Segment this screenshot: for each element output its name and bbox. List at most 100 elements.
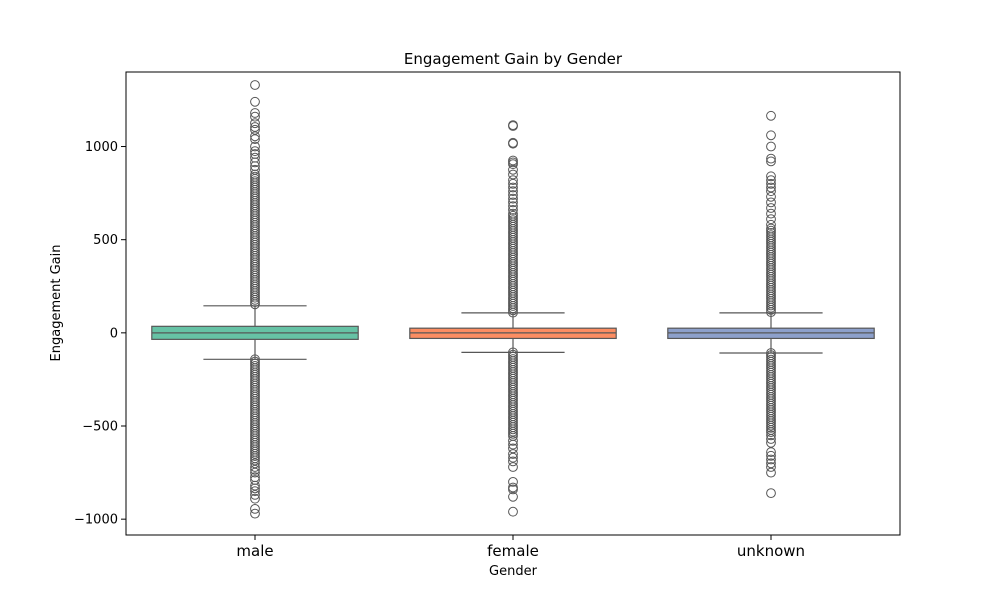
outlier-point <box>766 208 776 219</box>
outlier-point <box>508 428 518 439</box>
outlier-point <box>766 197 776 208</box>
y-axis-label: Engagement Gain <box>49 245 64 362</box>
outlier-point <box>250 493 260 504</box>
outlier-point <box>250 161 260 172</box>
outlier-point <box>766 467 776 478</box>
outlier-point <box>508 506 518 517</box>
outlier-point <box>766 110 776 121</box>
outlier-point <box>508 462 518 472</box>
plot-area <box>151 80 875 519</box>
outlier-point <box>508 164 518 175</box>
outlier-point <box>508 491 518 502</box>
outlier-point <box>250 122 260 132</box>
x-axis: male female unknown <box>236 535 805 560</box>
outlier-point <box>250 124 260 135</box>
outlier-point <box>766 458 776 469</box>
x-tick-label: female <box>487 542 539 560</box>
box-group-male <box>151 80 359 519</box>
outlier-point <box>250 295 260 305</box>
box-group-unknown <box>667 110 875 499</box>
outlier-point <box>250 111 260 122</box>
outlier-point <box>250 458 260 469</box>
outlier-point <box>766 156 776 167</box>
outlier-point <box>766 434 776 444</box>
outlier-point <box>250 118 260 129</box>
outlier-point <box>250 134 260 145</box>
outlier-point <box>250 292 260 303</box>
outlier-point <box>766 153 776 164</box>
outlier-point <box>766 447 776 458</box>
outlier-point <box>250 504 260 514</box>
outlier-point <box>508 477 518 487</box>
outlier-point <box>766 219 776 230</box>
outlier-point <box>766 300 776 311</box>
outlier-point <box>766 422 776 433</box>
y-tick-label: 0 <box>110 326 118 341</box>
outlier-point <box>250 146 260 157</box>
outlier-point <box>766 437 776 448</box>
y-axis: −1000 −500 0 500 1000 <box>74 140 126 528</box>
y-tick-label: −500 <box>82 420 118 435</box>
outlier-point <box>250 96 260 107</box>
outlier-point <box>766 214 776 225</box>
outlier-point <box>250 467 260 478</box>
chart-title: Engagement Gain by Gender <box>404 50 623 68</box>
plot-frame <box>125 71 901 536</box>
x-tick-label: male <box>236 542 273 560</box>
x-axis-label: Gender <box>489 564 538 579</box>
outlier-point <box>508 456 518 467</box>
outlier-point <box>766 178 776 189</box>
outlier-point <box>766 488 776 499</box>
outlier-point <box>508 159 518 170</box>
outlier-point <box>508 201 518 212</box>
outlier-point <box>250 451 260 462</box>
outlier-point <box>508 301 518 311</box>
outlier-point <box>508 197 518 208</box>
outlier-point <box>250 490 260 500</box>
outlier-point <box>250 486 260 497</box>
outlier-point <box>508 182 518 193</box>
outlier-point <box>250 141 260 152</box>
outlier-point <box>250 508 260 519</box>
outlier-point <box>250 80 260 90</box>
outlier-point <box>766 175 776 186</box>
outlier-point <box>766 427 776 438</box>
outlier-point <box>508 424 518 435</box>
outlier-point <box>250 108 260 118</box>
outlier-point <box>250 157 260 168</box>
outlier-point <box>508 121 518 131</box>
outlier-point <box>508 482 518 493</box>
outlier-point <box>508 436 518 446</box>
outlier-point <box>766 171 776 182</box>
outlier-point <box>766 462 776 472</box>
outlier-point <box>508 443 518 454</box>
outlier-point <box>508 484 518 495</box>
outlier-point <box>508 175 518 186</box>
outlier-point <box>250 164 260 175</box>
y-tick-label: −1000 <box>74 513 118 528</box>
outlier-point <box>766 141 776 152</box>
outlier-point <box>250 449 260 459</box>
outlier-point <box>250 462 260 472</box>
outlier-point <box>250 131 260 142</box>
outlier-point <box>508 439 518 450</box>
outlier-point <box>766 186 776 197</box>
x-tick-label: unknown <box>737 542 805 560</box>
outlier-point <box>250 483 260 494</box>
outlier-point <box>508 186 518 197</box>
outlier-point <box>766 454 776 465</box>
outlier-point <box>508 190 518 200</box>
outlier-point <box>250 464 260 475</box>
outlier-point <box>766 420 776 431</box>
y-tick-label: 500 <box>93 233 118 248</box>
outlier-point <box>766 203 776 213</box>
outlier-point <box>766 130 776 141</box>
outlier-point <box>766 430 776 441</box>
outlier-point <box>508 205 518 215</box>
box-group-female <box>409 120 617 517</box>
y-tick-label: 1000 <box>85 140 118 155</box>
outlier-point <box>508 178 518 189</box>
outlier-point <box>766 302 776 313</box>
outlier-point <box>508 138 518 149</box>
